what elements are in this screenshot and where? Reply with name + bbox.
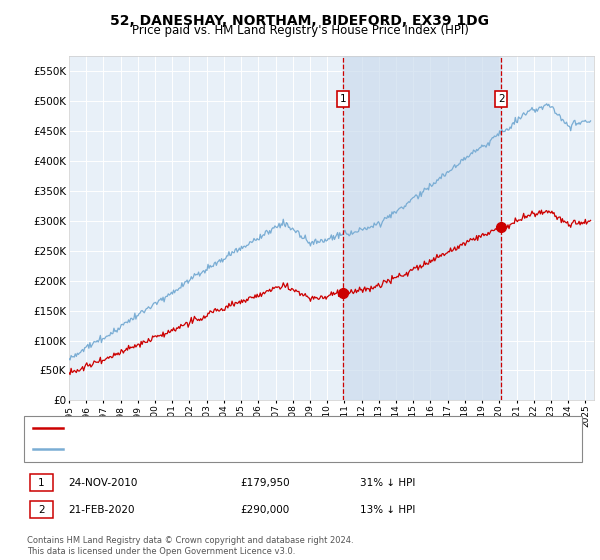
- Text: 2: 2: [38, 505, 45, 515]
- Text: 24-NOV-2010: 24-NOV-2010: [68, 478, 137, 488]
- Text: 31% ↓ HPI: 31% ↓ HPI: [360, 478, 415, 488]
- Text: HPI: Average price, detached house, Torridge: HPI: Average price, detached house, Torr…: [68, 445, 292, 455]
- Text: 1: 1: [38, 478, 45, 488]
- Text: 2: 2: [498, 94, 505, 104]
- Text: £290,000: £290,000: [240, 505, 289, 515]
- Text: 1: 1: [340, 94, 346, 104]
- Text: 21-FEB-2020: 21-FEB-2020: [68, 505, 134, 515]
- Text: Contains HM Land Registry data © Crown copyright and database right 2024.
This d: Contains HM Land Registry data © Crown c…: [27, 536, 353, 556]
- Text: 52, DANESHAY, NORTHAM, BIDEFORD, EX39 1DG (detached house): 52, DANESHAY, NORTHAM, BIDEFORD, EX39 1D…: [68, 423, 404, 433]
- Text: 13% ↓ HPI: 13% ↓ HPI: [360, 505, 415, 515]
- Text: Price paid vs. HM Land Registry's House Price Index (HPI): Price paid vs. HM Land Registry's House …: [131, 24, 469, 37]
- Text: £179,950: £179,950: [240, 478, 290, 488]
- Text: 52, DANESHAY, NORTHAM, BIDEFORD, EX39 1DG: 52, DANESHAY, NORTHAM, BIDEFORD, EX39 1D…: [110, 14, 490, 28]
- Bar: [343, 56, 502, 400]
